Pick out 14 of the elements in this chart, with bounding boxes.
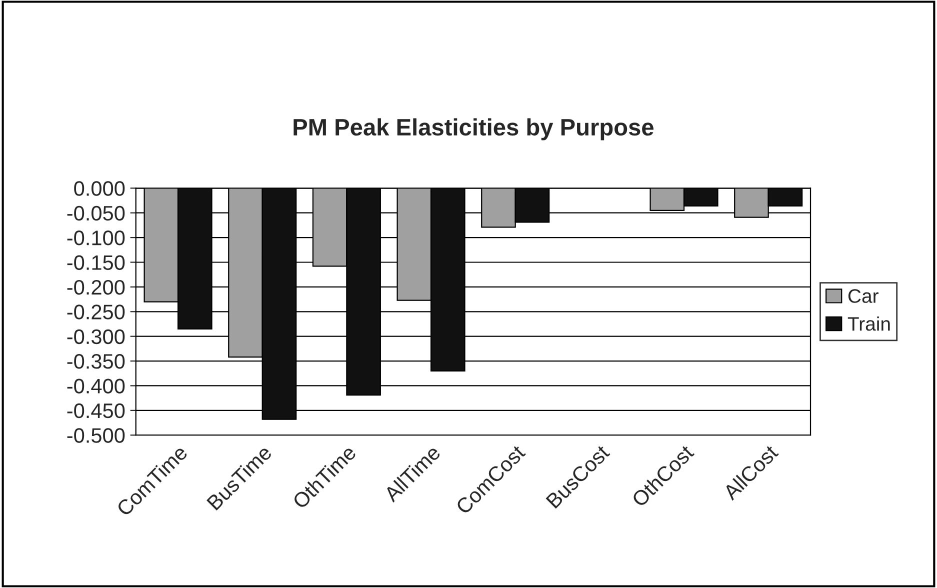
legend-label: Train	[848, 316, 890, 331]
y-tick-label: -0.100	[67, 230, 125, 246]
y-tick-label: -0.350	[67, 354, 125, 369]
y-tick-label: -0.400	[67, 378, 125, 394]
legend-label: Car	[848, 289, 878, 303]
y-tick-label: -0.150	[67, 255, 125, 270]
y-tick-label: -0.500	[67, 428, 125, 443]
y-tick-label: -0.450	[67, 403, 125, 418]
y-tick-label: -0.250	[67, 304, 125, 320]
chart-title: PM Peak Elasticities by Purpose	[294, 118, 654, 140]
y-tick-label: -0.200	[67, 280, 125, 295]
y-tick-label: 0.000	[74, 181, 125, 196]
y-tick-label: -0.300	[67, 329, 125, 344]
y-tick-label: -0.050	[67, 206, 125, 221]
